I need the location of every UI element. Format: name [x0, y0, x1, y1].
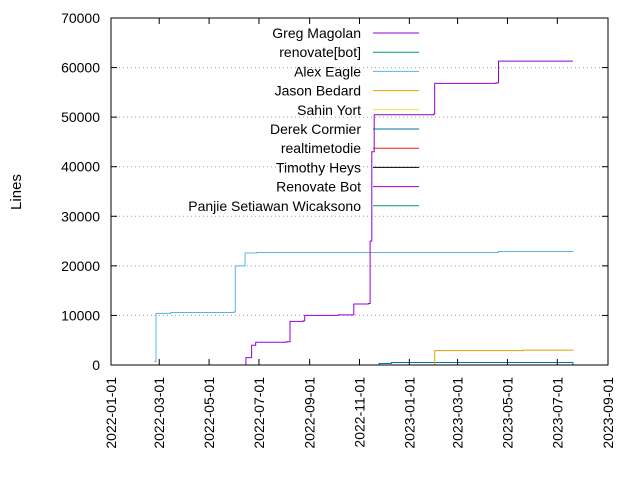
- x-tick-label: 2023-05-01: [499, 377, 515, 449]
- y-tick-label: 10000: [61, 307, 100, 323]
- legend-label: renovate[bot]: [279, 44, 361, 60]
- y-axis-title: Lines: [8, 174, 25, 210]
- x-tick-label: 2022-09-01: [302, 377, 318, 449]
- y-tick-label: 40000: [61, 159, 100, 175]
- legend-label: realtimetodie: [281, 140, 361, 156]
- legend-label: Renovate Bot: [276, 179, 361, 195]
- series-line: [240, 60, 573, 366]
- x-tick-label: 2023-07-01: [549, 377, 565, 449]
- y-tick-label: 30000: [61, 208, 100, 224]
- legend-label: Jason Bedard: [275, 83, 361, 99]
- axis-ticks: 0 10000 20000 30000 40000 50000 60000 70000 2022…: [61, 10, 616, 449]
- x-tick-label: 2023-01-01: [401, 377, 417, 449]
- x-tick-label: 2022-01-01: [103, 377, 119, 449]
- legend-label: Timothy Heys: [276, 159, 361, 175]
- y-tick-label: 50000: [61, 109, 100, 125]
- legend-label: Derek Cormier: [270, 121, 361, 137]
- legend-label: Alex Eagle: [294, 63, 361, 79]
- x-tick-label: 2023-09-01: [600, 377, 616, 449]
- x-tick-label: 2022-11-01: [352, 377, 368, 448]
- x-tick-label: 2022-07-01: [251, 377, 267, 449]
- y-tick-label: 0: [92, 357, 100, 373]
- y-tick-label: 60000: [61, 60, 100, 76]
- legend: Greg Magolan renovate[bot] Alex Eagle Jason…: [188, 25, 419, 214]
- x-tick-label: 2022-05-01: [201, 377, 217, 449]
- legend-label: Sahin Yort: [297, 102, 361, 118]
- gridlines: [111, 67, 608, 316]
- legend-label: Greg Magolan: [272, 25, 361, 41]
- x-tick-label: 2023-03-01: [450, 377, 466, 449]
- legend-label: Panjie Setiawan Wicaksono: [188, 198, 361, 214]
- y-tick-label: 20000: [61, 258, 100, 274]
- series-line: [154, 251, 574, 362]
- y-tick-label: 70000: [61, 10, 100, 26]
- x-tick-label: 2022-03-01: [151, 377, 167, 449]
